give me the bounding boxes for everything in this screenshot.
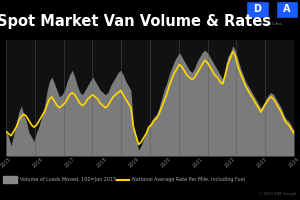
Text: Volume of Loads Moved, 100=Jan 2015: Volume of Loads Moved, 100=Jan 2015	[20, 177, 116, 182]
Text: D: D	[253, 4, 261, 14]
Text: 2019: 2019	[128, 157, 140, 169]
Text: Spot Market Van Volume & Rates: Spot Market Van Volume & Rates	[0, 14, 271, 29]
Text: 2023: 2023	[256, 157, 268, 169]
Text: 2018: 2018	[96, 157, 108, 169]
Text: 2021: 2021	[192, 157, 204, 169]
Text: National Average Rate Per Mile, Including Fuel: National Average Rate Per Mile, Includin…	[132, 177, 245, 182]
FancyBboxPatch shape	[276, 1, 298, 18]
Text: 2016: 2016	[32, 157, 44, 169]
Text: 2024: 2024	[288, 157, 300, 169]
Text: Freight & Ana...: Freight & Ana...	[261, 22, 285, 26]
Text: 2022: 2022	[224, 157, 236, 169]
Text: 2015: 2015	[0, 157, 12, 169]
Text: A: A	[283, 4, 291, 14]
Text: 2020: 2020	[160, 157, 172, 169]
FancyBboxPatch shape	[246, 1, 269, 18]
Text: 2017: 2017	[64, 157, 76, 169]
Text: © 2023 DAT Freight: © 2023 DAT Freight	[258, 192, 297, 196]
